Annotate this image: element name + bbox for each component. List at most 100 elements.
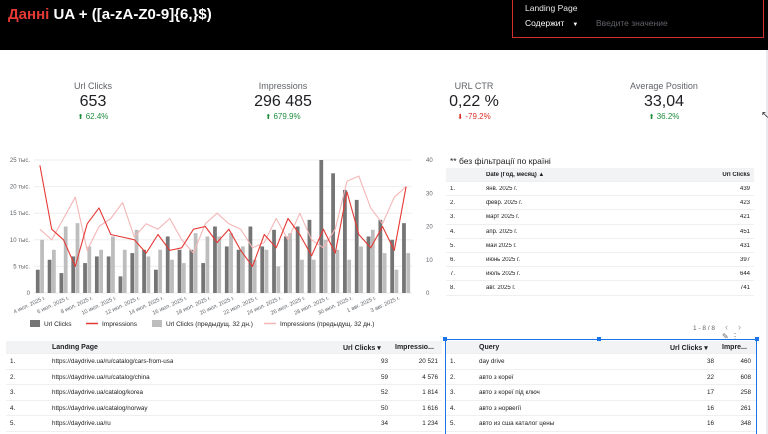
- y-right-tick-label: 30: [426, 191, 433, 197]
- table-row[interactable]: 1. янв. 2025 г. 439: [446, 182, 754, 197]
- bar-url-clicks-previous: [193, 233, 198, 293]
- query-table: Query Url Clicks ▾ Impre... 1. day drive 3…: [446, 341, 756, 434]
- table-row[interactable]: 8. авг. 2025 г. 741: [446, 281, 754, 296]
- column-header-date[interactable]: Date (Год, месяц) ▲: [486, 172, 544, 178]
- chevron-left-icon[interactable]: ‹: [725, 322, 729, 332]
- table-row[interactable]: 5. авто из сша каталог цены 16 348: [446, 416, 756, 432]
- page-scrollbar[interactable]: [766, 50, 768, 434]
- line-impressions-previous: [39, 175, 407, 254]
- filter-value-input[interactable]: [596, 18, 756, 28]
- cell-landing-page[interactable]: https://daydrive.ua/ru: [52, 420, 111, 428]
- table-row[interactable]: 1. day drive 38 460: [446, 354, 756, 370]
- kpi-url-ctr[interactable]: URL CTR 0,22 % ⬇ -79.2%: [414, 81, 534, 121]
- cell-query: авто з норвегії: [479, 404, 522, 412]
- cell-landing-page[interactable]: https://daydrive.ua/ru/catalog/china: [52, 373, 150, 381]
- resize-handle[interactable]: [597, 337, 601, 341]
- kpi-value: 296 485: [254, 93, 312, 110]
- table-row[interactable]: 1. https://daydrive.ua/ru/catalog/cars-fr…: [6, 354, 442, 370]
- bar-url-clicks-previous: [87, 246, 92, 293]
- table-row[interactable]: 2. https://daydrive.ua/ru/catalog/china 59…: [6, 370, 442, 386]
- daily-combo-chart[interactable]: 0 5 тыс. 10 тыс. 15 тыс. 20 тыс. 25 тыс. 0 10 20…: [0, 150, 440, 335]
- cell-impressions: 4 576: [422, 373, 438, 381]
- bar-url-clicks: [130, 253, 135, 293]
- landing-page-filter[interactable]: Landing Page Содержит ▼: [512, 0, 764, 38]
- table-row[interactable]: 3. март 2025 г. 421: [446, 210, 754, 225]
- kpi-url-clicks[interactable]: Url Clicks 653 ⬆ 62.4%: [33, 81, 153, 121]
- cell-month: янв. 2025 г.: [486, 186, 518, 192]
- row-index: 2.: [10, 373, 16, 381]
- cell-month: апр. 2025 г.: [486, 228, 518, 235]
- row-index: 8.: [450, 285, 456, 292]
- bar-url-clicks-previous: [359, 246, 363, 293]
- cell-impressions: 460: [740, 358, 751, 365]
- table-row[interactable]: 4. https://daydrive.ua/catalog/norway 50 1 …: [6, 401, 442, 417]
- row-index: 1.: [450, 186, 456, 192]
- bar-url-clicks: [201, 263, 206, 293]
- report-title-highlight: Данні: [8, 6, 50, 23]
- bar-url-clicks-previous: [311, 259, 316, 293]
- row-index: 1.: [450, 358, 456, 365]
- y-right-tick-label: 10: [426, 258, 433, 264]
- bar-url-clicks: [272, 229, 276, 293]
- kpi-label: Url Clicks: [74, 81, 112, 91]
- bar-url-clicks-previous: [406, 253, 411, 293]
- kpi-label: Impressions: [258, 81, 308, 91]
- table-row[interactable]: 7. июль 2025 г. 644: [446, 267, 754, 282]
- kpi-impressions[interactable]: Impressions 296 485 ⬆ 679.9%: [223, 81, 343, 121]
- cell-landing-page[interactable]: https://daydrive.ua/catalog/norway: [52, 404, 148, 412]
- table-row[interactable]: 3. авто з кореї під ключ 17 258: [446, 385, 756, 401]
- bar-url-clicks-previous: [323, 239, 328, 293]
- resize-handle[interactable]: [755, 337, 759, 341]
- report-title: Данні UA + ([a-zA-Z0-9]{6,}$): [8, 6, 212, 23]
- legend-swatch: [152, 320, 162, 327]
- bar-url-clicks: [213, 226, 217, 293]
- table-row[interactable]: 2. авто з кореї 22 608: [446, 370, 756, 386]
- table-row[interactable]: 4. апр. 2025 г. 451: [446, 225, 754, 239]
- kpi-delta-value: -79.2%: [465, 112, 491, 121]
- table-header: Date (Год, месяц) ▲ Url Clicks: [446, 168, 754, 182]
- table-row[interactable]: 2. февр. 2025 г. 423: [446, 196, 754, 211]
- column-header-query[interactable]: Query: [479, 344, 500, 351]
- table-row[interactable]: 5. https://daydrive.ua/ru 34 1 234: [6, 416, 442, 432]
- filter-operator-dropdown[interactable]: Содержит ▼: [525, 18, 578, 28]
- cell-impressions: 20 521: [418, 358, 438, 365]
- cell-landing-page[interactable]: https://daydrive.ua/catalog/korea: [52, 389, 144, 397]
- bar-url-clicks: [177, 249, 182, 293]
- cell-landing-page[interactable]: https://daydrive.ua/ru/catalog/cars-from…: [52, 358, 174, 365]
- table-row[interactable]: 5. май 2025 г. 431: [446, 239, 754, 253]
- column-header-url-clicks[interactable]: Url Clicks ▾: [670, 345, 708, 352]
- chevron-right-icon[interactable]: ›: [738, 322, 742, 332]
- more-vert-icon[interactable]: ⋮: [730, 332, 739, 341]
- bar-url-clicks: [83, 263, 87, 293]
- table-row[interactable]: 3. https://daydrive.ua/catalog/korea 52 1 8…: [6, 385, 442, 401]
- bar-url-clicks-previous: [347, 259, 352, 293]
- column-header-landing-page[interactable]: Landing Page: [52, 344, 98, 351]
- row-index: 7.: [450, 271, 456, 278]
- table-row[interactable]: 4. авто з норвегії 16 261: [446, 401, 756, 417]
- column-header-date-label: Date (Год, месяц): [486, 172, 537, 178]
- kpi-value: 0,22 %: [449, 93, 499, 110]
- bar-url-clicks: [402, 223, 406, 293]
- column-header-impressions[interactable]: Impressio...: [395, 344, 434, 351]
- bar-url-clicks-previous: [134, 229, 139, 293]
- column-header-url-clicks[interactable]: Url Clicks ▾: [343, 345, 381, 352]
- edit-icon[interactable]: ✎: [722, 332, 729, 341]
- row-index: 3.: [450, 214, 456, 221]
- cell-impressions: 348: [740, 420, 751, 428]
- cell-url-clicks: 421: [739, 214, 750, 221]
- cell-url-clicks: 397: [739, 257, 750, 263]
- legend-label: Url Clicks (предыдущ. 32 дн.): [166, 321, 253, 328]
- resize-handle[interactable]: [443, 337, 447, 341]
- row-index: 4.: [10, 404, 16, 412]
- bar-url-clicks-previous: [205, 236, 210, 293]
- cell-url-clicks: 38: [706, 358, 714, 365]
- table-header: Landing Page Url Clicks ▾ Impressio...: [6, 341, 442, 354]
- column-header-impressions[interactable]: Impre...: [722, 344, 747, 351]
- bar-url-clicks: [307, 219, 312, 293]
- column-header-url-clicks[interactable]: Url Clicks: [722, 172, 750, 178]
- kpi-average-position[interactable]: Average Position 33,04 ⬆ 36.2%: [604, 81, 724, 121]
- y-left-tick-label: 20 тыс.: [10, 185, 30, 191]
- table-row[interactable]: 6. июнь 2025 г. 397: [446, 253, 754, 268]
- bar-url-clicks-previous: [370, 229, 375, 293]
- bar-url-clicks-previous: [146, 256, 151, 293]
